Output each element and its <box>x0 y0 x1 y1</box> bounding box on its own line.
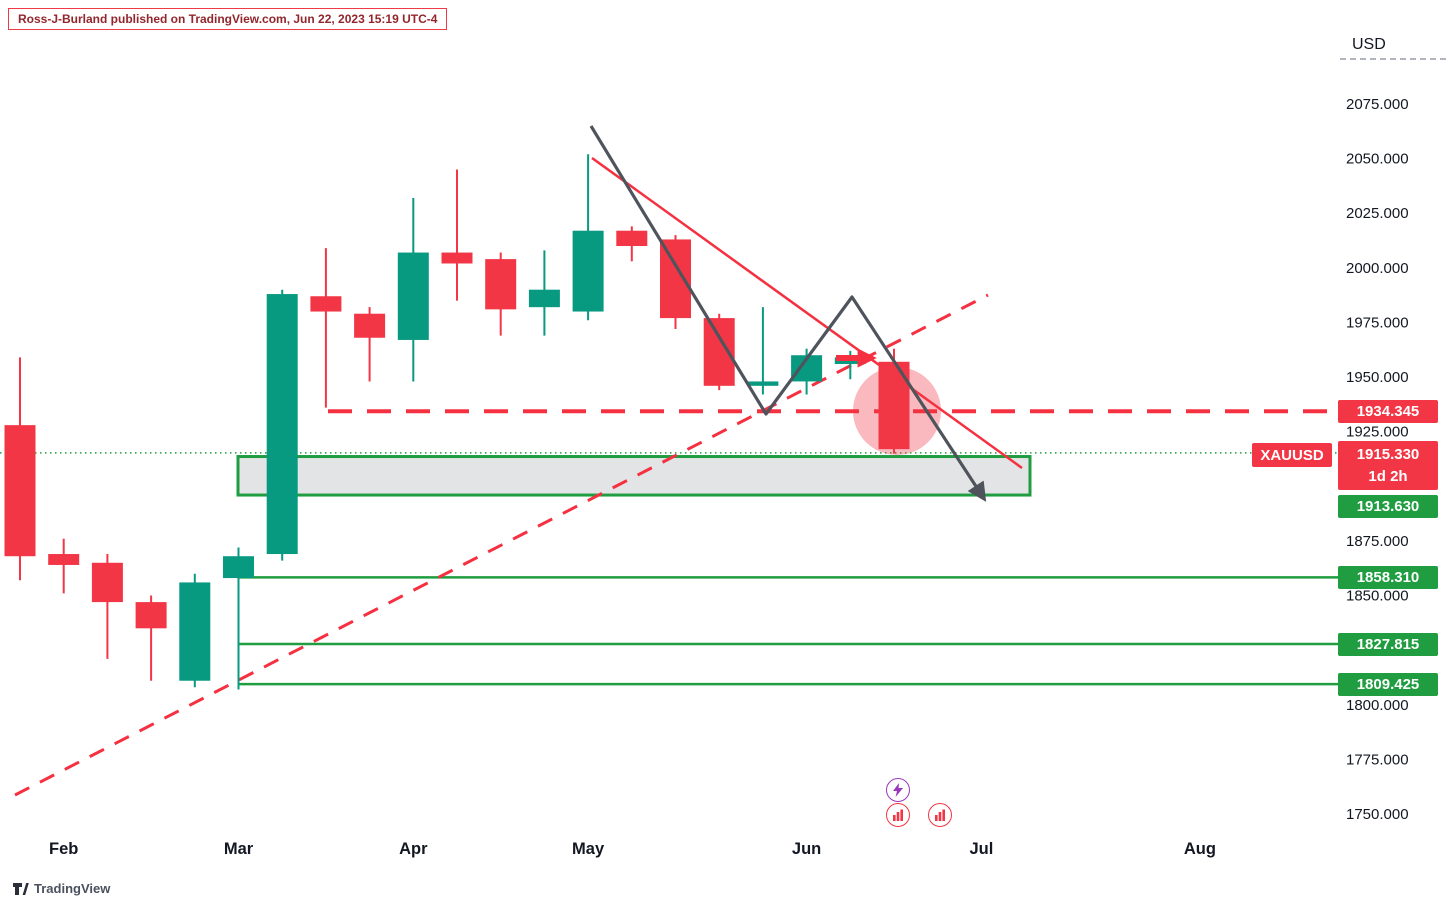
idea-chart-icon[interactable] <box>886 803 910 827</box>
candle-body <box>397 252 429 340</box>
ascending-trendline <box>14 293 989 797</box>
axis-dashed-separator <box>1340 58 1446 60</box>
candle-body <box>4 425 36 557</box>
lightning-bolt-glyph <box>893 783 903 797</box>
y-axis-tick: 1950.000 <box>1346 369 1409 386</box>
candle-body <box>135 602 167 629</box>
candle-body <box>266 294 298 555</box>
candle-body <box>616 230 648 246</box>
x-axis-month: Jun <box>792 840 821 858</box>
tradingview-logo-text: TradingView <box>34 881 111 896</box>
price-badge-1934.345: 1934.345 <box>1338 399 1438 423</box>
candle-body <box>441 252 473 264</box>
candle-body <box>91 562 123 603</box>
price-badge-1913.630: 1913.630 <box>1338 494 1438 518</box>
candle-body <box>528 289 560 308</box>
tradingview-logo-icon <box>13 883 29 895</box>
axis-currency-label: USD <box>1352 36 1386 53</box>
idea-chart-icon[interactable] <box>928 803 952 827</box>
candle-body <box>747 381 779 386</box>
y-axis-tick: 1775.000 <box>1346 751 1409 768</box>
x-axis-month: Aug <box>1184 840 1216 858</box>
y-axis-tick: 1875.000 <box>1346 533 1409 550</box>
bar-chart-glyph <box>935 809 945 821</box>
candle-body <box>485 259 517 310</box>
bar-chart-glyph <box>893 809 903 821</box>
attribution: Ross-J-Burland published on TradingView.… <box>8 8 448 30</box>
candle-body <box>310 296 342 312</box>
candle-body <box>572 230 604 312</box>
y-axis-tick: 2075.000 <box>1346 96 1409 113</box>
price-badge-1858.310: 1858.310 <box>1338 565 1438 589</box>
y-axis-tick: 1750.000 <box>1346 806 1409 823</box>
price-badge-1809.425: 1809.425 <box>1338 672 1438 696</box>
x-axis-month: Apr <box>399 840 428 858</box>
current-price-timeframe: 1d 2h <box>1368 467 1408 485</box>
support-zone <box>236 455 1032 497</box>
price-badge-1827.815: 1827.815 <box>1338 632 1438 656</box>
current-price-badge: 1915.330 1d 2h <box>1338 441 1438 490</box>
y-axis-tick: 1975.000 <box>1346 314 1409 331</box>
candle-body <box>48 554 80 565</box>
current-price-value: 1915.330 <box>1356 445 1420 463</box>
x-axis-month: Feb <box>49 840 78 858</box>
x-axis-month: Jul <box>969 840 993 858</box>
lightning-icon[interactable] <box>886 778 910 802</box>
candle-body <box>223 556 254 579</box>
y-axis-tick: 2000.000 <box>1346 260 1409 277</box>
projection-path <box>589 125 987 502</box>
y-axis-tick: 1925.000 <box>1346 424 1409 441</box>
y-axis-tick: 1850.000 <box>1346 588 1409 605</box>
x-axis-month: Mar <box>224 840 254 858</box>
descending-trendline <box>591 156 1023 470</box>
x-axis-month: May <box>572 840 605 858</box>
candle-body <box>660 239 691 319</box>
symbol-chip: XAUUSD <box>1252 443 1332 467</box>
y-axis-tick: 2050.000 <box>1346 151 1409 168</box>
y-axis-tick: 2025.000 <box>1346 205 1409 222</box>
y-axis-tick: 1800.000 <box>1346 697 1409 714</box>
candle-body <box>354 313 386 338</box>
highlight-circle <box>853 367 941 455</box>
tradingview-logo[interactable]: TradingView <box>12 880 110 897</box>
candle-body <box>179 582 211 681</box>
